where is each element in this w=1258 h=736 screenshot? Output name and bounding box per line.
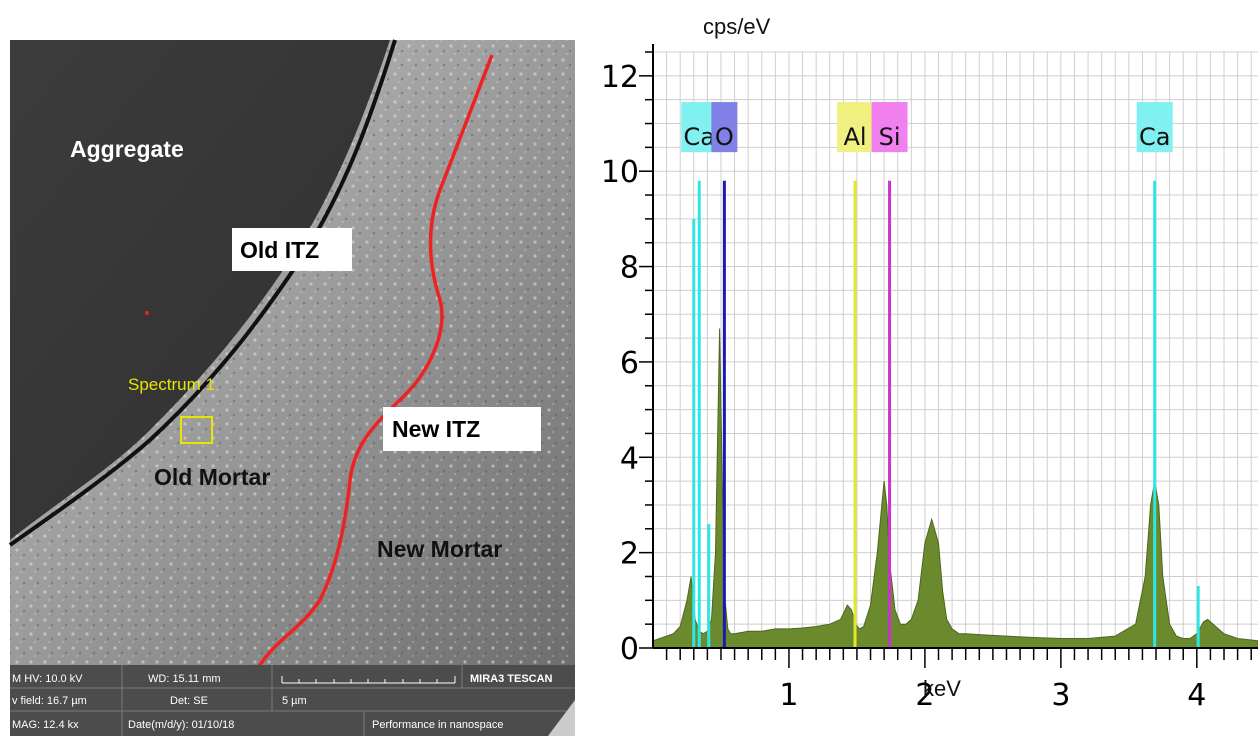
infobar-det: Det: SE [170,695,208,707]
label-aggregate: Aggregate [70,136,184,162]
infobar-date: Date(m/d/y): 01/10/18 [128,719,234,731]
label-old-itz: Old ITZ [240,237,319,263]
element-label: Al [843,123,866,151]
y-tick-label: 10 [601,155,639,190]
infobar-brand: MIRA3 TESCAN [470,673,553,685]
x-tick-label: 4 [1187,678,1206,713]
infobar-hv: M HV: 10.0 kV [12,673,83,685]
x-axis-label: keV [923,676,961,701]
y-tick-label: 6 [620,346,639,381]
element-label: Si [879,123,901,151]
element-label: Ca [1139,123,1170,151]
label-new-itz: New ITZ [392,416,480,442]
sem-red-dot [145,311,149,315]
y-tick-label: 8 [620,251,639,286]
y-tick-label: 2 [620,537,639,572]
y-tick-label: 4 [620,441,639,476]
label-old-mortar: Old Mortar [154,464,270,490]
infobar-wd: WD: 15.11 mm [148,673,221,685]
sem-micrograph: Aggregate Old ITZ New ITZ Old Mortar New… [0,0,580,736]
x-tick-label: 3 [1051,678,1070,713]
sem-infobar: M HV: 10.0 kV WD: 15.11 mm MIRA3 TESCAN … [10,665,575,736]
y-tick-label: 12 [601,60,639,95]
element-label: O [715,123,734,151]
infobar-tagline: Performance in nanospace [372,719,503,731]
infobar-field: v field: 16.7 µm [12,695,87,707]
label-new-mortar: New Mortar [377,536,502,562]
label-spectrum: Spectrum 1 [128,375,215,394]
y-axis-label: cps/eV [703,14,771,39]
infobar-mag: MAG: 12.4 kx [12,719,79,731]
infobar-scale: 5 µm [282,695,307,707]
y-tick-label: 0 [620,632,639,667]
element-label: Ca [683,123,714,151]
x-tick-label: 1 [779,678,798,713]
